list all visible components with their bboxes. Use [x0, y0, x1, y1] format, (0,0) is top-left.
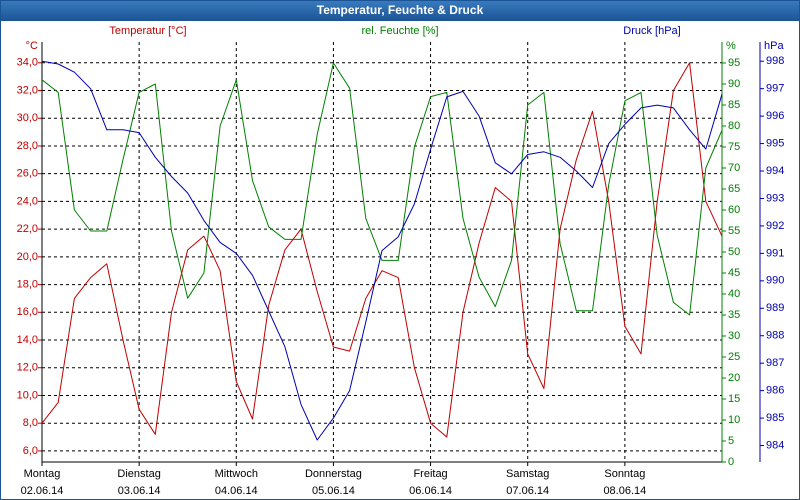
y-tick-label: 22,0 — [17, 223, 38, 235]
y3-axis-label: Druck [hPa] — [623, 25, 680, 37]
y3-tick-label: 990 — [766, 275, 784, 287]
x-tick-label: Montag — [24, 468, 61, 480]
y3-tick-label: 985 — [766, 412, 784, 424]
y-tick-label: 30,0 — [17, 112, 38, 124]
y-unit: °C — [26, 40, 38, 52]
x-tick-date: 04.06.14 — [215, 485, 258, 497]
y2-tick-label: 80 — [728, 120, 740, 132]
y3-tick-label: 987 — [766, 357, 784, 369]
y3-tick-label: 993 — [766, 192, 784, 204]
y3-tick-label: 989 — [766, 302, 784, 314]
y-tick-label: 16,0 — [17, 306, 38, 318]
y-tick-label: 14,0 — [17, 334, 38, 346]
y-tick-label: 10,0 — [17, 389, 38, 401]
y2-tick-label: 70 — [728, 162, 740, 174]
x-tick-label: Sonntag — [604, 468, 645, 480]
y-tick-label: 12,0 — [17, 362, 38, 374]
y-tick-label: 24,0 — [17, 195, 38, 207]
y2-tick-label: 5 — [728, 435, 734, 447]
y2-tick-label: 45 — [728, 267, 740, 279]
y2-tick-label: 30 — [728, 330, 740, 342]
y2-unit: % — [726, 40, 736, 52]
y-tick-label: 20,0 — [17, 251, 38, 263]
y3-tick-label: 986 — [766, 385, 784, 397]
x-tick-label: Samstag — [506, 468, 549, 480]
chart-title: Temperatur, Feuchte & Druck — [317, 3, 484, 17]
y-tick-label: 18,0 — [17, 278, 38, 290]
series-line — [41, 60, 723, 441]
series-line — [41, 62, 723, 438]
y3-tick-label: 994 — [766, 165, 784, 177]
y2-tick-label: 40 — [728, 288, 740, 300]
y2-tick-label: 15 — [728, 393, 740, 405]
y3-tick-label: 991 — [766, 247, 784, 259]
x-tick-label: Freitag — [413, 468, 447, 480]
y2-tick-label: 60 — [728, 204, 740, 216]
x-tick-date: 08.06.14 — [603, 485, 646, 497]
y2-tick-label: 85 — [728, 99, 740, 111]
y3-tick-label: 998 — [766, 55, 784, 67]
x-tick-date: 06.06.14 — [409, 485, 452, 497]
y-axis-label: Temperatur [°C] — [109, 25, 186, 37]
y-tick-label: 32,0 — [17, 84, 38, 96]
x-tick-date: 03.06.14 — [118, 485, 161, 497]
x-tick-date: 07.06.14 — [506, 485, 549, 497]
title-bar — [0, 0, 800, 21]
y3-tick-label: 992 — [766, 220, 784, 232]
y2-tick-label: 65 — [728, 183, 740, 195]
y-tick-label: 34,0 — [17, 57, 38, 69]
y3-tick-label: 996 — [766, 110, 784, 122]
y3-tick-label: 995 — [766, 137, 784, 149]
y2-tick-label: 50 — [728, 246, 740, 258]
y-tick-label: 28,0 — [17, 140, 38, 152]
x-tick-date: 05.06.14 — [312, 485, 355, 497]
y3-tick-label: 988 — [766, 330, 784, 342]
x-tick-label: Mittwoch — [215, 468, 258, 480]
y2-tick-label: 0 — [728, 456, 734, 468]
x-tick-date: 02.06.14 — [21, 485, 64, 497]
x-tick-label: Dienstag — [117, 468, 160, 480]
y2-axis-label: rel. Feuchte [%] — [361, 25, 438, 37]
y-tick-label: 8,0 — [23, 417, 38, 429]
y2-tick-label: 95 — [728, 57, 740, 69]
y3-tick-label: 984 — [766, 439, 784, 451]
y-tick-label: 6,0 — [23, 445, 38, 457]
y2-tick-label: 55 — [728, 225, 740, 237]
y2-tick-label: 35 — [728, 309, 740, 321]
x-tick-label: Donnerstag — [305, 468, 362, 480]
y3-unit: hPa — [764, 40, 784, 52]
y3-tick-label: 997 — [766, 83, 784, 95]
y2-tick-label: 90 — [728, 78, 740, 90]
y2-tick-label: 25 — [728, 351, 740, 363]
y-tick-label: 26,0 — [17, 168, 38, 180]
series-line — [41, 62, 723, 316]
y2-tick-label: 20 — [728, 372, 740, 384]
y2-tick-label: 10 — [728, 414, 740, 426]
y2-tick-label: 75 — [728, 141, 740, 153]
